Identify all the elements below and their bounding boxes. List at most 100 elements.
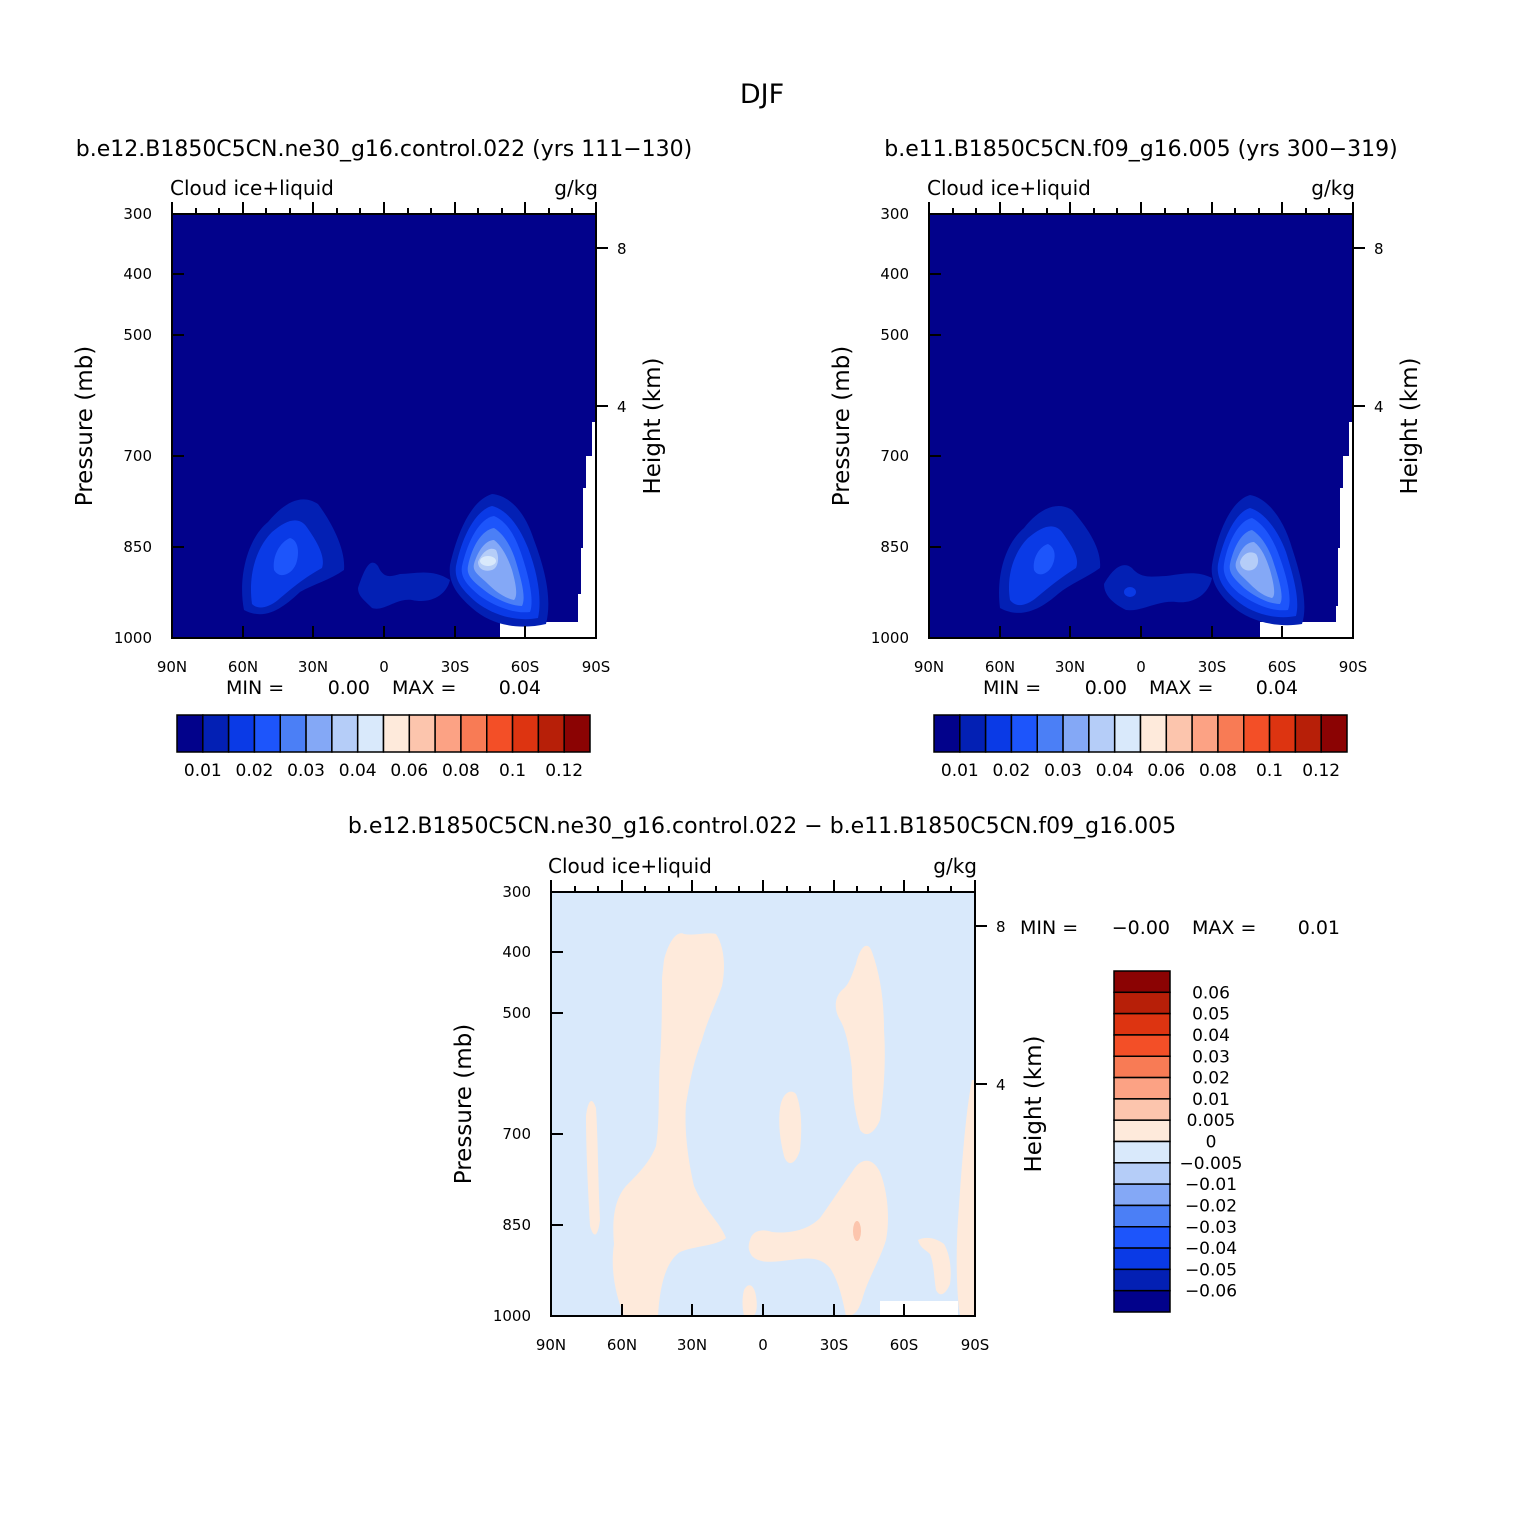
x-tick-label: 60N	[985, 658, 1015, 676]
colorbar-swatch	[1088, 714, 1116, 753]
colorbar-swatch	[1113, 1204, 1171, 1228]
panel-title: b.e12.B1850C5CN.ne30_g16.control.022 (yr…	[76, 137, 693, 162]
colorbar-swatch	[1113, 714, 1142, 753]
colorbar-label: 0.04	[339, 761, 377, 781]
colorbar-swatch	[1217, 714, 1245, 753]
colorbar-swatch	[305, 714, 333, 753]
y-tick-label: 300	[880, 205, 909, 223]
contour-region	[835, 945, 885, 1135]
x-tick-label: 30N	[298, 658, 328, 676]
colorbar-label: −0.02	[1185, 1196, 1237, 1216]
y2-tick-label: 8	[1374, 240, 1384, 258]
x-tick-labels: 90N 60N 30N 0 30S 60S 90S	[914, 658, 1367, 676]
max-value: 0.04	[499, 677, 541, 699]
y-axis-label: Pressure (mb)	[829, 346, 855, 506]
y-tick-labels: 300 400 500 700 850 1000	[493, 883, 531, 1325]
min-max-readout: MIN = −0.00 MAX = 0.01	[1020, 917, 1340, 939]
colorbar-swatch	[1294, 714, 1322, 753]
min-label: MIN =	[1020, 917, 1078, 939]
y-tick-label: 500	[880, 326, 909, 344]
colorbar-label: 0.03	[1044, 761, 1082, 781]
x-tick-label: 90N	[157, 658, 187, 676]
contour-northern-maximum	[999, 506, 1101, 613]
colorbar-swatch	[1113, 1162, 1171, 1185]
colorbar-swatch	[959, 714, 987, 753]
colorbar-swatch	[1113, 1034, 1171, 1057]
panel-difference: b.e12.B1850C5CN.ne30_g16.control.022 − b…	[348, 814, 1340, 1354]
y-tick-label: 300	[123, 205, 152, 223]
colorbar-swatch	[227, 714, 256, 753]
plot-area	[928, 202, 1365, 639]
x-tick-label: 60N	[607, 1336, 637, 1354]
plot-area	[550, 880, 987, 1317]
y-tick-label: 700	[123, 447, 152, 465]
missing-data-mask	[500, 422, 596, 638]
colorbar-swatch	[1113, 1076, 1171, 1100]
variable-label: Cloud ice+liquid	[170, 176, 334, 200]
colorbar-label: −0.04	[1185, 1239, 1237, 1259]
colorbar-swatch	[202, 714, 230, 753]
colorbar-swatch	[356, 714, 385, 753]
panel-control: b.e12.B1850C5CN.ne30_g16.control.022 (yr…	[72, 137, 692, 781]
colorbar-label: 0.06	[1147, 761, 1185, 781]
y2-axis-label: Height (km)	[1021, 1035, 1047, 1172]
units-label: g/kg	[1311, 176, 1355, 200]
x-tick-label: 60N	[228, 658, 258, 676]
colorbar-swatch	[1113, 1183, 1171, 1207]
x-tick-label: 90S	[1339, 658, 1368, 676]
y2-tick-label: 8	[617, 240, 627, 258]
contour-equatorial	[1104, 565, 1212, 611]
y2-tick-labels: 8 4	[1374, 240, 1384, 416]
contour-region	[918, 1237, 951, 1295]
y-tick-label: 700	[880, 447, 909, 465]
x-tick-label: 90S	[582, 658, 611, 676]
min-label: MIN =	[983, 677, 1041, 699]
colorbar-label: 0.01	[184, 761, 222, 781]
colorbar-swatch	[434, 714, 462, 753]
x-tick-label: 60S	[890, 1336, 919, 1354]
page-title: DJF	[740, 79, 784, 110]
min-max-readout: MIN = 0.00 MAX = 0.04	[226, 677, 541, 699]
x-tick-labels: 90N 60N 30N 0 30S 60S 90S	[157, 658, 610, 676]
panel-title: b.e12.B1850C5CN.ne30_g16.control.022 − b…	[348, 814, 1176, 839]
x-tick-label: 30N	[677, 1336, 707, 1354]
y2-tick-labels: 8 4	[617, 240, 627, 416]
y2-tick-label: 4	[996, 1076, 1006, 1094]
x-axis-ticks	[171, 202, 597, 638]
colorbar-swatch	[1113, 991, 1171, 1015]
contour-region	[742, 1285, 757, 1316]
max-value: 0.04	[1256, 677, 1298, 699]
colorbar-swatch	[1268, 714, 1297, 753]
colorbar-label: −0.005	[1180, 1154, 1243, 1174]
colorbar-label: 0.02	[993, 761, 1031, 781]
y-tick-label: 850	[123, 538, 152, 556]
colorbar-label: 0.12	[1302, 761, 1340, 781]
colorbar-label: 0.06	[1192, 983, 1230, 1003]
colorbar-swatch	[1113, 1140, 1171, 1164]
contour-southern-maximum	[449, 494, 549, 627]
min-label: MIN =	[226, 677, 284, 699]
colorbar: 0.01 0.02 0.03 0.04 0.06 0.08 0.1 0.12	[933, 714, 1348, 781]
contour-region	[779, 1091, 802, 1164]
contour-level	[1104, 565, 1212, 611]
contour-level	[1240, 552, 1259, 571]
x-tick-label: 30S	[441, 658, 470, 676]
y2-tick-labels: 8 4	[996, 918, 1006, 1094]
colorbar-swatch	[1036, 714, 1064, 753]
x-tick-label: 0	[758, 1336, 768, 1354]
contour-level	[480, 556, 496, 566]
y2-axis-label: Height (km)	[640, 357, 666, 494]
y-tick-label: 1000	[114, 629, 152, 647]
x-tick-label: 60S	[511, 658, 540, 676]
colorbar-swatch	[1139, 714, 1168, 753]
x-tick-label: 60S	[1268, 658, 1297, 676]
colorbar-label: 0.02	[1192, 1069, 1230, 1089]
y2-tick-label: 4	[1374, 398, 1384, 416]
x-tick-label: 30N	[1055, 658, 1085, 676]
y-tick-label: 400	[502, 943, 531, 961]
colorbar-swatch	[563, 714, 591, 753]
contour-equatorial	[358, 562, 450, 609]
colorbar-label: 0.005	[1187, 1111, 1236, 1131]
contour-southern-maximum	[1211, 495, 1305, 626]
